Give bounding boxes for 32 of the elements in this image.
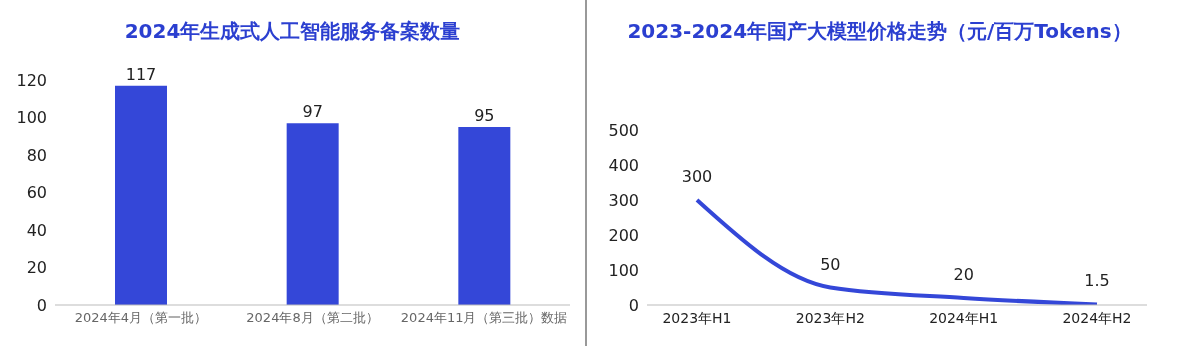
- y-tick-label: 60: [26, 183, 47, 203]
- x-tick-label: 2024年8月（第二批）: [246, 310, 379, 326]
- x-tick-label: 2024年H1: [929, 309, 999, 326]
- x-tick-label: 2024年H2: [1062, 309, 1132, 326]
- chart-title: 2023-2024年国产大模型价格走势（元/百万Tokens）: [626, 18, 1133, 45]
- y-tick-label: 120: [16, 70, 47, 90]
- y-tick-label: 20: [26, 258, 47, 278]
- y-tick-label: 0: [36, 295, 47, 315]
- x-tick-label: 2023年H1: [662, 309, 732, 326]
- bar: [458, 126, 511, 305]
- y-tick-label: 100: [16, 108, 47, 128]
- y-tick-label: 0: [628, 295, 639, 315]
- bar: [286, 123, 339, 305]
- y-tick-label: 100: [608, 260, 639, 280]
- y-tick-label: 80: [26, 145, 47, 165]
- data-label: 300: [681, 167, 713, 186]
- data-label: 95: [474, 105, 495, 125]
- y-tick-label: 40: [26, 220, 47, 240]
- y-tick-label: 400: [608, 155, 639, 175]
- y-tick-label: 500: [608, 120, 639, 140]
- data-label: 20: [953, 265, 974, 284]
- x-tick-label: 2024年4月（第一批）: [74, 310, 208, 326]
- data-label: 97: [302, 102, 323, 122]
- data-label: 117: [125, 64, 157, 84]
- x-tick-label: 2023年H2: [795, 309, 865, 326]
- chart-title: 2024年生成式人工智能服务备案数量: [123, 18, 462, 45]
- x-tick-label: 2024年11月（第三批）数据: [400, 310, 568, 326]
- y-tick-label: 300: [608, 190, 639, 210]
- bar: [115, 85, 167, 305]
- y-tick-label: 200: [608, 225, 639, 245]
- data-label: 1.5: [1084, 271, 1110, 291]
- data-label: 50: [820, 254, 841, 274]
